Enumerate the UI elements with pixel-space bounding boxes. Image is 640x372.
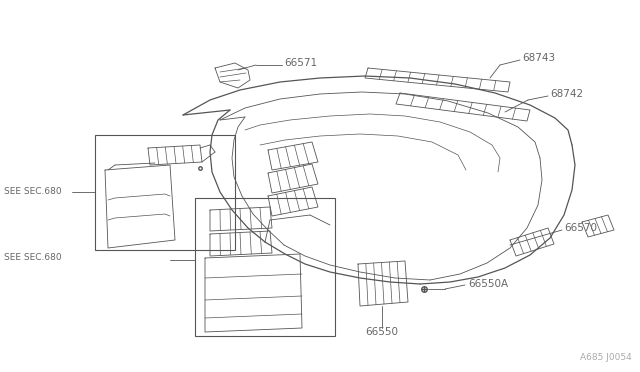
Text: 68743: 68743 [522,53,555,63]
Text: 66550A: 66550A [468,279,508,289]
Text: SEE SEC.680: SEE SEC.680 [4,253,61,263]
Text: 66570: 66570 [564,223,597,233]
Text: SEE SEC.680: SEE SEC.680 [4,187,61,196]
Bar [195,198,335,336]
Text: 68742: 68742 [550,89,583,99]
Text: 66550: 66550 [365,327,398,337]
Bar [95,135,235,250]
Text: 66571: 66571 [284,58,317,68]
Text: A685 J0054: A685 J0054 [580,353,632,362]
